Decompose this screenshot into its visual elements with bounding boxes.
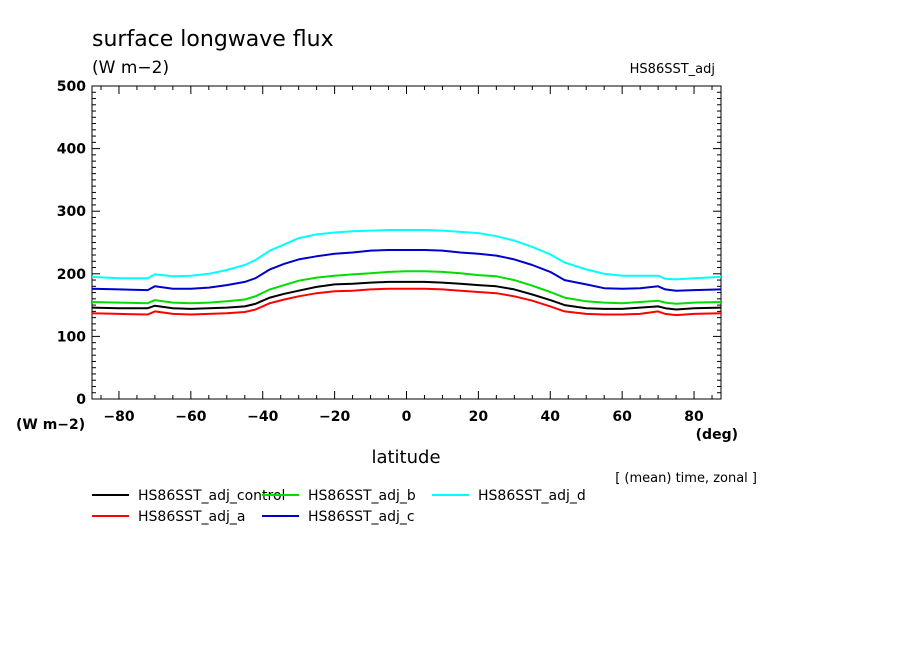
x-axis-label: latitude xyxy=(371,447,440,468)
minor-ticks xyxy=(92,86,721,399)
dataset-label: HS86SST_adj xyxy=(630,62,715,77)
legend-label: HS86SST_adj_control xyxy=(138,488,285,504)
y-axis: 0 100 200 300 400 500 xyxy=(57,79,721,408)
legend-item: HS86SST_adj_b xyxy=(262,488,416,504)
x-tick-label: −40 xyxy=(247,409,278,425)
y-tick-label: 400 xyxy=(57,142,86,158)
y-unit-label: (W m−2) xyxy=(16,417,85,433)
x-tick-label: 40 xyxy=(541,409,561,425)
y-tick-label: 300 xyxy=(57,204,86,220)
legend-label: HS86SST_adj_a xyxy=(138,509,246,525)
x-axis: −80 −60 −40 −20 0 20 40 60 80 xyxy=(103,86,704,425)
x-tick-label: −20 xyxy=(319,409,350,425)
y-tick-label: 500 xyxy=(57,79,86,95)
chart-title: surface longwave flux xyxy=(92,27,334,52)
chart-note: [ (mean) time, zonal ] xyxy=(615,471,757,486)
y-tick-label: 0 xyxy=(76,392,86,408)
plot-area xyxy=(91,85,722,400)
series-line-HS86SST_adj_c xyxy=(91,249,722,292)
y-tick-label: 200 xyxy=(57,267,86,283)
legend-item: HS86SST_adj_c xyxy=(262,509,415,525)
x-tick-label: −80 xyxy=(103,409,134,425)
series-line-HS86SST_adj_a xyxy=(91,287,722,317)
legend-label: HS86SST_adj_c xyxy=(308,509,415,525)
series-line-HS86SST_adj_b xyxy=(91,270,722,305)
legend: HS86SST_adj_control HS86SST_adj_a HS86SST_… xyxy=(92,488,586,525)
x-tick-label: −60 xyxy=(175,409,206,425)
series-lines xyxy=(91,229,722,317)
chart-units: (W m−2) xyxy=(92,58,169,78)
x-tick-label: 60 xyxy=(612,409,632,425)
x-tick-label: 20 xyxy=(469,409,489,425)
series-line-HS86SST_adj_d xyxy=(91,229,722,281)
series-line-HS86SST_adj_control xyxy=(91,280,722,311)
legend-label: HS86SST_adj_d xyxy=(478,488,586,504)
y-tick-label: 100 xyxy=(57,329,86,345)
legend-item: HS86SST_adj_control xyxy=(92,488,285,504)
plot-frame xyxy=(91,85,722,400)
x-tick-label: 0 xyxy=(402,409,412,425)
legend-item: HS86SST_adj_d xyxy=(432,488,586,504)
legend-item: HS86SST_adj_a xyxy=(92,509,246,525)
x-tick-label: 80 xyxy=(684,409,704,425)
legend-label: HS86SST_adj_b xyxy=(308,488,416,504)
x-unit-label: (deg) xyxy=(696,427,738,443)
